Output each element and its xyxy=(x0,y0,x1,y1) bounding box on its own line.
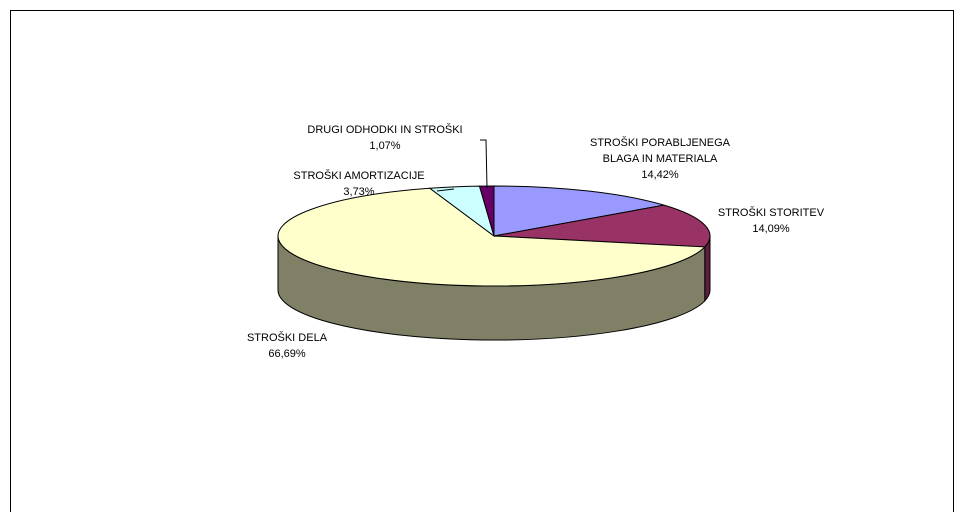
slice-name-0: STROŠKI PORABLJENEGA xyxy=(590,136,731,149)
slice-labels: STROŠKI PORABLJENEGA BLAGA IN MATERIALA 14… xyxy=(247,123,825,360)
pie-slice-1 xyxy=(493,204,711,248)
slice-label-4: DRUGI ODHODKI IN STROŠKI 1,07% xyxy=(307,123,462,152)
pie-tops xyxy=(277,185,711,287)
chart-area xyxy=(10,10,954,512)
slice-label-1: STROŠKI STORITEV 14,09% xyxy=(718,206,825,235)
slice-value-4: 1,07% xyxy=(369,140,400,152)
slice-label-2: STROŠKI DELA 66,69% xyxy=(247,331,328,360)
pie-slice-2 xyxy=(277,187,706,287)
pie-slice-0 xyxy=(493,185,665,237)
slice-name-4: DRUGI ODHODKI IN STROŠKI xyxy=(307,123,462,136)
slice-name-3: STROŠKI AMORTIZACIJE xyxy=(293,169,424,182)
slice-name-0: BLAGA IN MATERIALA xyxy=(603,153,718,165)
slice-label-0: STROŠKI PORABLJENEGA BLAGA IN MATERIALA 14… xyxy=(590,136,731,181)
slice-label-3: STROŠKI AMORTIZACIJE 3,73% xyxy=(293,169,424,198)
slice-name-1: STROŠKI STORITEV xyxy=(718,206,825,219)
slice-value-3: 3,73% xyxy=(343,186,374,198)
slice-value-2: 66,69% xyxy=(268,348,306,360)
leader-line-0 xyxy=(436,188,455,192)
leader-lines xyxy=(436,139,488,192)
slice-value-1: 14,09% xyxy=(752,223,790,235)
leader-line-1 xyxy=(480,139,488,189)
slice-value-0: 14,42% xyxy=(641,169,679,181)
slice-name-2: STROŠKI DELA xyxy=(247,331,328,344)
